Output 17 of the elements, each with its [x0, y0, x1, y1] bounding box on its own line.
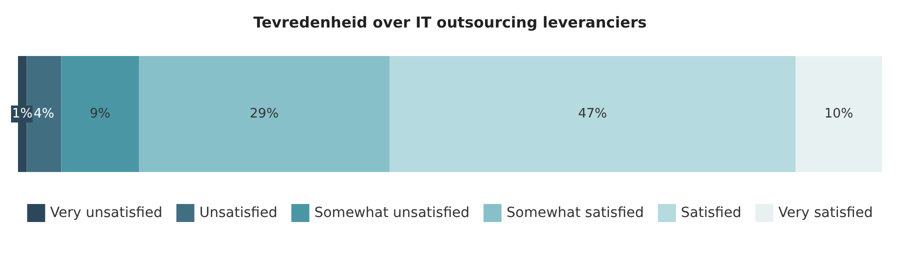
bar: [61, 56, 139, 172]
legend-label: Very satisfied: [778, 205, 873, 221]
legend-label: Somewhat satisfied: [506, 205, 644, 221]
bar: [796, 56, 882, 172]
chart-title: Tevredenheid over IT outsourcing leveranciers: [253, 14, 647, 32]
data-label: 4%: [34, 106, 54, 122]
legend-label: Satisfied: [680, 205, 742, 221]
data-label: 1%: [12, 106, 33, 122]
bar: [390, 56, 796, 172]
data-label: 29%: [250, 106, 279, 122]
legend-label: Very unsatisfied: [50, 205, 162, 221]
data-label: 10%: [824, 106, 854, 122]
data-label: 47%: [578, 106, 608, 122]
data-label: 9%: [90, 106, 110, 122]
legend-label: Unsatisfied: [199, 205, 278, 221]
bar: [138, 56, 390, 172]
legend-label: Somewhat unsatisfied: [314, 205, 470, 221]
